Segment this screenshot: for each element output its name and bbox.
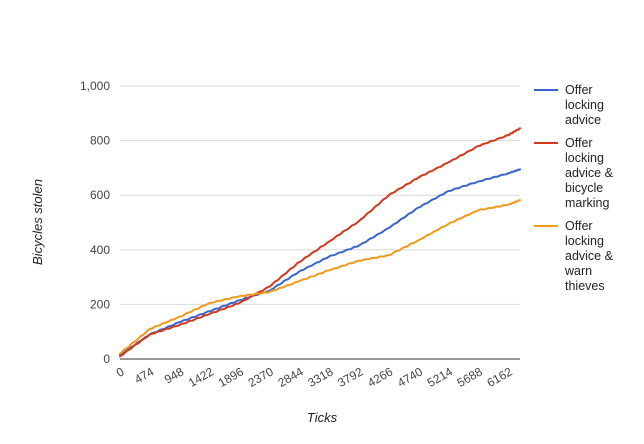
- legend-label: locking: [565, 234, 604, 248]
- legend-label: warn: [564, 264, 592, 278]
- x-tick-label: 5688: [455, 364, 485, 390]
- x-tick-label: 5214: [425, 364, 455, 390]
- x-tick-label: 474: [132, 364, 157, 386]
- x-tick-label: 2844: [276, 364, 306, 390]
- y-tick-label: 400: [90, 243, 110, 257]
- legend-label: advice: [565, 113, 601, 127]
- gridlines: [120, 85, 520, 360]
- y-tick-label: 600: [90, 188, 110, 202]
- x-tick-label: 6162: [485, 364, 515, 390]
- x-tick-label: 4266: [365, 364, 395, 390]
- x-axis-title: Ticks: [307, 410, 338, 425]
- legend-label: thieves: [565, 279, 605, 293]
- x-axis-ticks: 0 474 948 1422 1896 2370 2844 3318 3792 4266 4740 5…: [114, 364, 515, 390]
- y-tick-label: 800: [90, 134, 110, 148]
- x-tick-label: 1896: [216, 364, 246, 390]
- legend-label: Offer: [565, 136, 593, 150]
- legend-label: marking: [565, 196, 610, 210]
- series-line-1: [119, 168, 521, 356]
- legend-label: advice &: [565, 249, 614, 263]
- legend-label: Offer: [565, 219, 593, 233]
- series-lines: [119, 127, 521, 358]
- series-line-3: [119, 199, 521, 355]
- x-tick-label: 2370: [246, 364, 276, 390]
- legend-label: bicycle: [565, 181, 603, 195]
- legend-label: advice &: [565, 166, 614, 180]
- y-tick-label: 1,000: [80, 79, 110, 93]
- x-tick-label: 4740: [395, 364, 425, 390]
- y-tick-label: 200: [90, 297, 110, 311]
- x-tick-label: 1422: [186, 364, 216, 390]
- x-tick-label: 3792: [335, 364, 365, 390]
- legend-label: Offer: [565, 83, 593, 97]
- y-axis-title: Bicycles stolen: [30, 179, 45, 265]
- series-line-2: [119, 127, 521, 358]
- x-tick-label: 948: [162, 364, 187, 386]
- legend-label: locking: [565, 151, 604, 165]
- y-axis-ticks: 0 200 400 600 800 1,000: [80, 79, 110, 366]
- legend-label: locking: [565, 98, 604, 112]
- x-tick-label: 3318: [305, 364, 335, 390]
- x-tick-label: 0: [114, 364, 127, 380]
- y-tick-label: 0: [103, 352, 110, 366]
